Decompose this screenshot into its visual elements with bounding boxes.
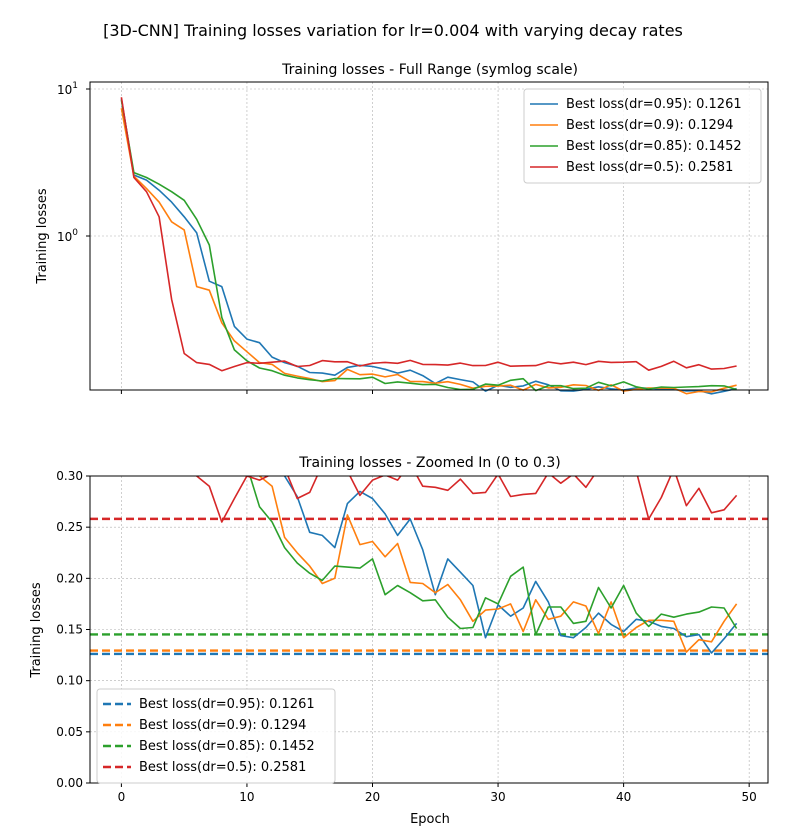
bottom-chart: Training losses - Zoomed In (0 to 0.3) 0… bbox=[29, 455, 769, 827]
bottom-ytick-label: 0.25 bbox=[56, 520, 83, 534]
top-y-axis-label: Training losses bbox=[35, 188, 50, 285]
top-series-line-0 bbox=[120, 98, 737, 395]
bottom-xtick-label: 0 bbox=[118, 790, 126, 804]
bottom-xtick-label: 30 bbox=[490, 790, 505, 804]
bottom-legend-label: Best loss(dr=0.95): 0.1261 bbox=[139, 697, 315, 712]
bottom-series-line-2 bbox=[249, 476, 738, 636]
bottom-legend-box bbox=[96, 688, 336, 784]
top-series-line-3 bbox=[120, 97, 737, 372]
bottom-legend: Best loss(dr=0.95): 0.1261 Best loss(dr=0… bbox=[96, 688, 336, 784]
bottom-series-line-3 bbox=[195, 476, 738, 523]
bottom-chart-title: Training losses - Zoomed In (0 to 0.3) bbox=[298, 455, 560, 471]
top-x-ticks bbox=[120, 390, 750, 394]
top-chart-title: Training losses - Full Range (symlog sca… bbox=[281, 62, 578, 78]
bottom-y-axis-label: Training losses bbox=[29, 582, 44, 679]
bottom-xtick-label: 50 bbox=[742, 790, 757, 804]
top-ytick-label-10: 101 bbox=[57, 81, 78, 97]
bottom-series-lines bbox=[195, 476, 738, 654]
top-legend-label: Best loss(dr=0.95): 0.1261 bbox=[566, 97, 742, 112]
bottom-ytick-label: 0.10 bbox=[56, 674, 83, 688]
top-legend-box bbox=[523, 88, 762, 184]
bottom-legend-label: Best loss(dr=0.85): 0.1452 bbox=[139, 739, 315, 754]
bottom-series-line-1 bbox=[258, 476, 738, 653]
bottom-x-ticks: 0 10 20 30 40 50 bbox=[118, 783, 757, 804]
bottom-xtick-label: 20 bbox=[365, 790, 380, 804]
bottom-xtick-label: 40 bbox=[616, 790, 631, 804]
bottom-ytick-label: 0.30 bbox=[56, 469, 83, 483]
bottom-ytick-label: 0.15 bbox=[56, 623, 83, 637]
top-ytick-label-1: 100 bbox=[57, 228, 78, 244]
bottom-series-line-0 bbox=[283, 476, 738, 654]
top-plot-frame bbox=[89, 81, 769, 391]
bottom-ytick-label: 0.05 bbox=[56, 725, 83, 739]
top-legend-label: Best loss(dr=0.5): 0.2581 bbox=[566, 160, 733, 175]
top-legend: Best loss(dr=0.95): 0.1261 Best loss(dr=0… bbox=[523, 88, 762, 184]
bottom-legend-label: Best loss(dr=0.9): 0.1294 bbox=[139, 718, 306, 733]
top-y-ticks: 101 100 bbox=[57, 81, 78, 244]
bottom-ytick-label: 0.00 bbox=[56, 776, 83, 790]
top-series-line-2 bbox=[120, 99, 737, 392]
bottom-y-ticks: 0.00 0.05 0.10 0.15 0.20 0.25 0.30 bbox=[56, 469, 90, 790]
bottom-xtick-label: 10 bbox=[239, 790, 254, 804]
bottom-ytick-label: 0.20 bbox=[56, 571, 83, 585]
figure-title: [3D-CNN] Training losses variation for l… bbox=[103, 21, 683, 40]
top-legend-label: Best loss(dr=0.85): 0.1452 bbox=[566, 139, 742, 154]
bottom-best-loss-lines bbox=[90, 517, 768, 656]
top-legend-label: Best loss(dr=0.9): 0.1294 bbox=[566, 118, 733, 133]
bottom-legend-label: Best loss(dr=0.5): 0.2581 bbox=[139, 760, 306, 775]
top-chart: Training losses - Full Range (symlog sca… bbox=[35, 62, 769, 395]
bottom-x-axis-label: Epoch bbox=[410, 812, 450, 827]
